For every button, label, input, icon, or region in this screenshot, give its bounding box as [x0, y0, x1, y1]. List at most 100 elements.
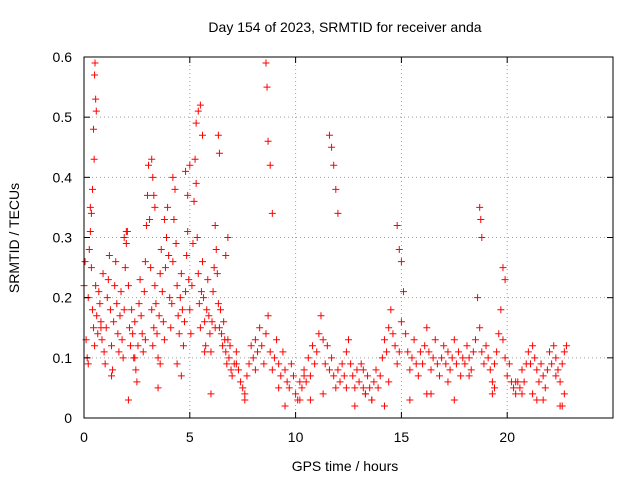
data-point [412, 360, 420, 368]
data-point [277, 372, 285, 380]
data-point [404, 348, 412, 356]
data-point [556, 378, 564, 386]
data-point [97, 324, 105, 332]
data-point [225, 354, 233, 362]
data-point [178, 306, 186, 314]
data-point [88, 185, 96, 193]
data-point [188, 282, 196, 290]
data-point [93, 312, 101, 320]
data-point [192, 119, 200, 127]
data-point [227, 366, 235, 374]
data-point [149, 342, 157, 350]
data-point [121, 264, 129, 272]
data-point [416, 348, 424, 356]
data-point [300, 366, 308, 374]
x-tick-label: 20 [499, 429, 515, 445]
data-point [115, 348, 123, 356]
data-point [232, 360, 240, 368]
data-point [402, 330, 410, 338]
data-point [192, 179, 200, 187]
data-point [266, 161, 274, 169]
data-point [109, 366, 117, 374]
data-point [194, 270, 202, 278]
data-point [249, 354, 257, 362]
data-point [177, 372, 185, 380]
data-point [201, 318, 209, 326]
axes: 0 5 10 15 20 0 0.1 0.2 0.3 0.4 0.5 0.6 [53, 49, 613, 445]
data-point [351, 402, 359, 410]
data-point [134, 342, 142, 350]
data-point [477, 215, 485, 223]
data-point [562, 342, 570, 350]
data-point [172, 240, 180, 248]
data-point [315, 330, 323, 338]
data-point [151, 282, 159, 290]
data-point [260, 360, 268, 368]
data-point [114, 330, 122, 338]
data-point [264, 137, 272, 145]
data-point [207, 390, 215, 398]
data-point [185, 276, 193, 284]
data-point [160, 336, 168, 344]
data-point [106, 306, 114, 314]
data-point [116, 312, 124, 320]
data-point [512, 390, 520, 398]
data-point [182, 288, 190, 296]
data-point [157, 246, 165, 254]
data-point [292, 390, 300, 398]
data-point [478, 348, 486, 356]
data-point [95, 288, 103, 296]
data-point [177, 270, 185, 278]
data-point [237, 378, 245, 386]
data-point [211, 324, 219, 332]
data-point [385, 324, 393, 332]
data-point [138, 330, 146, 338]
data-point [136, 276, 144, 284]
data-point [213, 270, 221, 278]
data-point [195, 300, 203, 308]
data-point [166, 294, 174, 302]
data-point [309, 342, 317, 350]
data-point [539, 372, 547, 380]
data-point [99, 270, 107, 278]
data-point [146, 215, 154, 223]
data-point [153, 330, 161, 338]
data-point [104, 276, 112, 284]
data-point [196, 324, 204, 332]
data-point [159, 318, 167, 326]
data-point [421, 342, 429, 350]
data-point [251, 336, 259, 344]
data-point [251, 366, 259, 374]
data-point [541, 384, 549, 392]
data-point [304, 354, 312, 362]
data-point [92, 95, 100, 103]
data-point [526, 360, 534, 368]
data-point [355, 378, 363, 386]
data-point [395, 246, 403, 254]
data-point [158, 288, 166, 296]
data-point [366, 384, 374, 392]
data-point [151, 203, 159, 211]
data-point [187, 330, 195, 338]
data-point [347, 360, 355, 368]
data-point [465, 354, 473, 362]
data-point [212, 246, 220, 254]
data-point [108, 372, 116, 380]
data-point [223, 360, 231, 368]
data-point [560, 348, 568, 356]
data-point [87, 264, 95, 272]
data-point [450, 336, 458, 344]
data-point [101, 360, 109, 368]
y-tick-label: 0.6 [53, 49, 73, 65]
data-point [529, 342, 537, 350]
data-point [323, 342, 331, 350]
data-point [160, 215, 168, 223]
data-point [552, 354, 560, 362]
data-point [459, 354, 467, 362]
data-point [380, 336, 388, 344]
data-point [139, 348, 147, 356]
data-point [497, 306, 505, 314]
data-point [317, 312, 325, 320]
data-point [501, 276, 509, 284]
data-point [488, 390, 496, 398]
